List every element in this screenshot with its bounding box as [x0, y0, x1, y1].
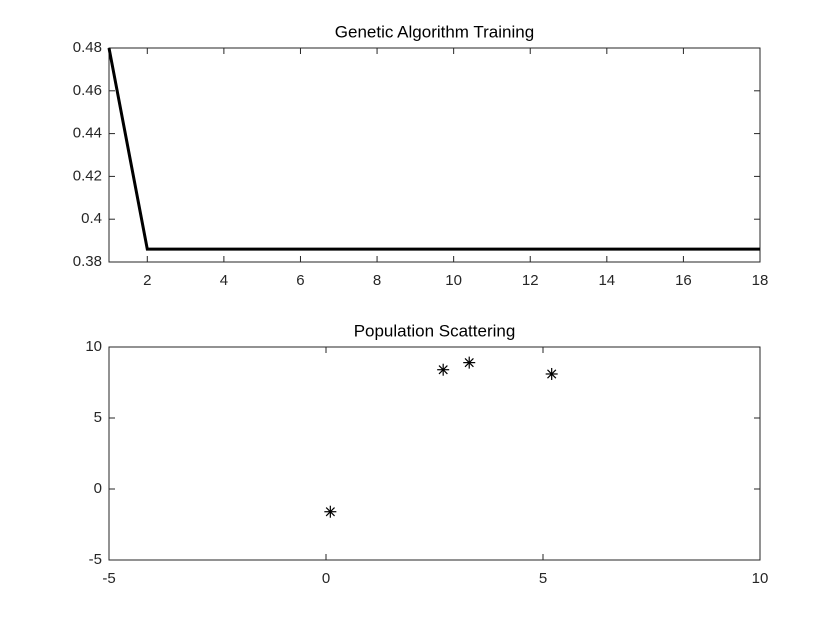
subplot: Population Scattering -5 0 5 10 -5 0 5 10: [85, 321, 768, 586]
x-tick-label: -5: [102, 570, 115, 587]
point: [437, 363, 450, 376]
y-tick-label: 0.44: [73, 125, 102, 142]
x-tick-label: 18: [752, 272, 769, 289]
y-tick-label: 0.46: [73, 82, 102, 99]
y-tick-label: 0.42: [73, 167, 102, 184]
x-tick-label: 10: [445, 272, 462, 289]
y-tick-label: 0: [94, 480, 102, 497]
line: [107, 47, 760, 251]
x-tick-label: 5: [539, 570, 547, 587]
y-tick-label: 0.48: [73, 39, 102, 56]
x-tick-label: 2: [143, 272, 151, 289]
marker-stroke: [438, 365, 448, 375]
chart-title: Genetic Algorithm Training: [335, 22, 534, 41]
y-tick-label: 5: [94, 409, 102, 426]
axes-box: [108, 47, 761, 263]
marker-stroke: [547, 369, 557, 379]
point: [463, 356, 476, 369]
y-tick-label: 10: [85, 338, 102, 355]
chart-title: Population Scattering: [354, 321, 516, 340]
x-tick-label: 0: [322, 570, 330, 587]
axes-box: [108, 346, 761, 561]
x-tick-label: 12: [522, 272, 539, 289]
marker-stroke: [464, 357, 474, 368]
x-tick-label: 4: [220, 272, 228, 289]
y-tick-label: 0.4: [81, 210, 102, 227]
x-tick-label: 16: [675, 272, 692, 289]
point: [545, 367, 558, 380]
point: [324, 505, 337, 518]
marker-stroke: [325, 507, 335, 517]
y-tick-label: 0.38: [73, 253, 102, 270]
x-tick-label: 14: [598, 272, 615, 289]
y-tick-label: -5: [89, 551, 102, 568]
subplot: Genetic Algorithm Training 2 4 6 8 10 12 14 16 18…: [73, 22, 769, 288]
x-tick-label: 6: [296, 272, 304, 289]
x-tick-label: 8: [373, 272, 381, 289]
x-tick-label: 10: [752, 570, 769, 587]
